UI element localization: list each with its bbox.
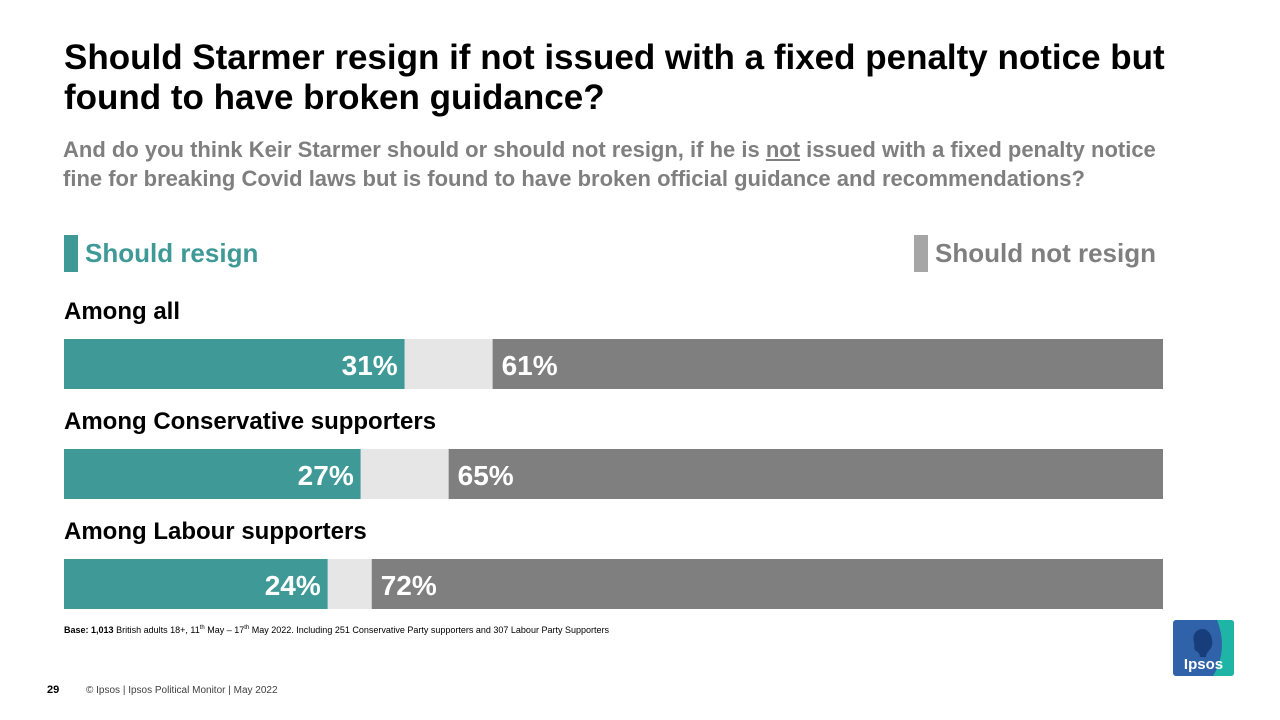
footer-copyright: © Ipsos | Ipsos Political Monitor | May …	[86, 685, 278, 696]
ipsos-logo: Ipsos	[1173, 620, 1234, 676]
bar-segment-not-resign	[371, 559, 1164, 609]
category-label: Among Labour supporters	[64, 518, 367, 545]
data-label-not-resign: 65%	[458, 460, 514, 491]
footnote-sup-2: th	[244, 625, 250, 631]
legend-should-not-resign: Should not resign	[914, 235, 1156, 272]
question-part-2: issued with a fixed penalty notice fine …	[63, 137, 1156, 191]
footnote-text-b: May – 17	[204, 625, 245, 635]
data-label-not-resign: 61%	[502, 350, 558, 381]
legend-swatch-not-resign	[914, 235, 928, 272]
footnote-text-a: British adults 18+, 11	[113, 625, 200, 635]
category-label: Among all	[64, 298, 180, 325]
footnote-base-label: Base:	[64, 625, 89, 635]
question-underlined-word: not	[765, 137, 801, 162]
legend-label-resign: Should resign	[85, 238, 259, 268]
bar-segment-resign	[64, 559, 328, 609]
logo-graphic	[1173, 620, 1234, 676]
data-label-resign: 27%	[298, 460, 354, 491]
logo-text: Ipsos	[1183, 656, 1224, 673]
legend-swatch-resign	[64, 235, 78, 272]
page-title: Should Starmer resign if not issued with…	[64, 38, 1165, 117]
question-text: And do you think Keir Starmer should or …	[63, 135, 1163, 193]
page-number: 29	[47, 684, 60, 696]
bar-segment-dont-know	[360, 449, 449, 499]
bar-segment-dont-know	[404, 339, 493, 389]
base-footnote: Base: 1,013 British adults 18+, 11th May…	[64, 625, 609, 635]
bar-segment-resign	[64, 449, 361, 499]
footnote-base-value: 1,013	[91, 625, 114, 635]
data-label-resign: 31%	[342, 350, 398, 381]
question-part-1: And do you think Keir Starmer should or …	[63, 137, 766, 162]
category-label: Among Conservative supporters	[64, 408, 436, 435]
legend-label-not-resign: Should not resign	[935, 238, 1156, 268]
data-label-resign: 24%	[265, 570, 321, 601]
data-label-not-resign: 72%	[381, 570, 437, 601]
bar-segment-not-resign	[492, 339, 1163, 389]
bar-segment-resign	[64, 339, 405, 389]
legend-should-resign: Should resign	[64, 235, 258, 272]
footnote-text-c: May 2022. Including 251 Conservative Par…	[249, 625, 609, 635]
bar-segment-dont-know	[327, 559, 372, 609]
footnote-sup-1: th	[199, 625, 205, 631]
bar-segment-not-resign	[448, 449, 1163, 499]
